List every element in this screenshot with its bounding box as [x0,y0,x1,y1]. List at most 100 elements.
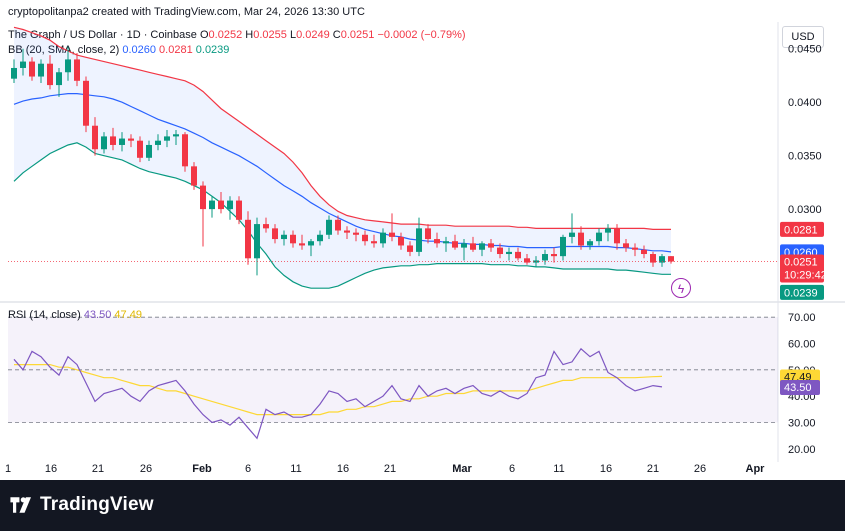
rsi-badge: 43.50 [784,382,812,394]
candle-body [11,67,17,79]
candle-body [191,166,197,186]
candle-body [353,232,359,235]
time-tick-label: 16 [337,463,349,475]
candle-body [479,243,485,250]
rsi-legend: RSI (14, close) 43.50 47.49 [8,309,142,321]
time-tick-label: 21 [647,463,659,475]
rsi-line [13,347,663,440]
bb-legend: BB (20, SMA, close, 2) 0.0260 0.0281 0.0… [8,44,229,56]
time-tick-label: Apr [746,463,766,475]
candle-body [146,144,152,158]
candle-body [650,254,656,263]
candle-body [326,219,332,235]
rsi-value: 43.50 [83,309,112,321]
time-tick-label: Mar [452,463,472,475]
candle-body [425,228,431,240]
bb-fill-area [14,27,671,289]
candle-body [587,241,593,246]
price-tick-label: 0.0300 [788,204,822,216]
rsi-label: RSI (14, close) [8,309,81,321]
footer-bar [0,480,845,531]
candle-body [209,200,215,210]
ohlc-legend: The Graph / US Dollar · 1D · Coinbase O0… [8,29,466,41]
candle-body [164,136,170,141]
tradingview-wordmark: TradingView [40,494,154,515]
badge-countdown: 10:29:42 [784,270,827,282]
candle-body [434,239,440,244]
bb-fill [14,27,671,289]
time-tick-label: 26 [694,463,706,475]
candle-body [443,241,449,244]
badge-lower-bg [780,284,824,300]
high-value: 0.0255 [253,29,287,41]
time-tick-label: 21 [384,463,396,475]
candle-body [551,254,557,257]
candle-body [56,72,62,86]
candle-body [362,234,368,242]
badge-last: 0.0251 [784,257,818,269]
candle-body [506,251,512,255]
change-value: −0.0002 (−0.79%) [377,29,466,41]
candle-body [371,241,377,244]
candle-body [65,59,71,73]
rsi-tick-label: 60.00 [788,339,816,351]
candle-body [317,234,323,242]
bb-lower-line [13,142,671,289]
candle-body [542,254,548,261]
bb-upper-line [13,26,671,230]
candle-body [497,247,503,255]
rsi-tick-label: 70.00 [788,312,816,324]
tradingview-logo[interactable]: TradingView [10,494,154,516]
candle-body [641,249,647,255]
close-value: 0.0251 [340,29,375,41]
candle-body [380,232,386,244]
price-tick-label: 0.0350 [788,151,822,163]
candle-body [461,243,467,248]
candle-body [299,243,305,246]
candle-body [344,230,350,233]
candle-body [407,245,413,252]
candle-body [263,224,269,229]
candle-body [488,243,494,248]
badge-lower: 0.0239 [784,287,818,299]
candle-body [74,59,80,81]
candle-body [137,140,143,158]
candle-body [515,251,521,259]
candle-body [110,136,116,145]
candle-body [245,219,251,259]
rsi-band-area [8,316,778,423]
time-tick-label: 11 [553,463,564,475]
price-tick-label: 0.0450 [788,44,822,56]
time-tick-label: 16 [45,463,57,475]
candle-body [569,232,575,237]
badge-upper-bg [780,221,824,237]
candle-body [335,219,341,231]
candle-body [560,236,566,257]
candle-body [308,241,314,246]
time-tick-label: 6 [245,463,251,475]
low-value: 0.0249 [296,29,330,41]
candle-body [173,134,179,137]
currency-button[interactable]: USD [782,26,824,48]
candle-body [236,200,242,220]
bb-basis-value: 0.0260 [122,44,156,56]
time-tick-label: 16 [600,463,612,475]
candle-body [128,138,134,141]
lightning-icon[interactable]: ϟ [671,278,691,298]
candle-body [227,200,233,210]
time-tick-label: Feb [192,463,212,475]
candle-body [272,228,278,240]
candle-body [578,232,584,246]
candle-body [281,234,287,240]
candle-body [83,80,89,126]
badge-upper: 0.0281 [784,224,818,236]
candle-body [398,236,404,246]
bb-lower-value: 0.0239 [195,44,230,56]
candle-body [623,243,629,248]
candle-body [605,228,611,233]
price-grid [0,22,845,462]
open-value: 0.0252 [208,29,243,41]
